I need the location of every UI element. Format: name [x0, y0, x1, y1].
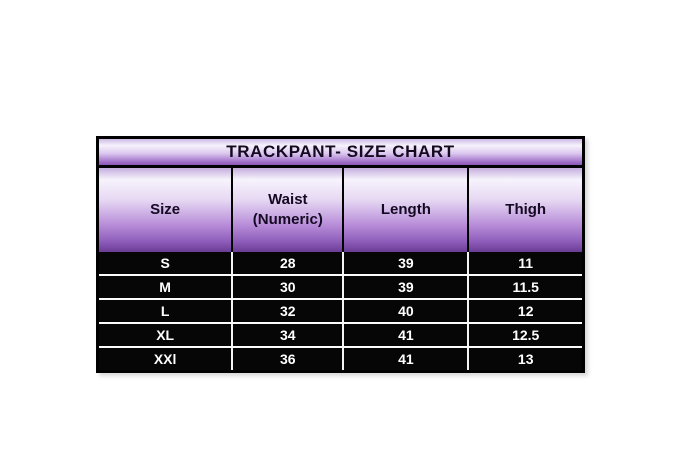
- column-header-size: Size: [99, 168, 234, 252]
- cell-waist: 36: [233, 348, 345, 370]
- cell-length: 41: [344, 348, 470, 370]
- cell-size: XL: [99, 324, 234, 346]
- table-row-m: M 30 39 11.5: [99, 276, 582, 300]
- cell-thigh: 11.5: [512, 279, 539, 295]
- cell-size: S: [99, 252, 234, 274]
- cell-thigh: 13: [517, 351, 534, 367]
- cell-waist: 32: [233, 300, 345, 322]
- table-row-s: S 28 39 11: [99, 252, 582, 276]
- cell-thigh: 11: [518, 255, 534, 271]
- column-header-length: Length: [344, 168, 470, 252]
- cell-waist: 30: [233, 276, 345, 298]
- table-body: S 28 39 11 M 30 39 11.5 L 32 40 12 XL 34…: [99, 252, 582, 370]
- size-chart-table: TRACKPANT- SIZE CHART Size Waist (Numeri…: [96, 136, 585, 373]
- table-title: TRACKPANT- SIZE CHART: [99, 139, 582, 168]
- cell-thigh: 12: [517, 303, 534, 319]
- cell-length: 40: [344, 300, 470, 322]
- cell-length: 41: [344, 324, 470, 346]
- table-row-xxl: XXl 36 41 13: [99, 348, 582, 370]
- table-row-xl: XL 34 41 12.5: [99, 324, 582, 348]
- cell-length: 39: [344, 252, 470, 274]
- cell-length: 39: [344, 276, 470, 298]
- table-header-row: Size Waist (Numeric) Length Thigh: [99, 168, 582, 252]
- column-header-waist: Waist (Numeric): [233, 168, 345, 252]
- column-header-thigh: Thigh: [469, 168, 582, 252]
- cell-waist: 34: [233, 324, 345, 346]
- table-row-l: L 32 40 12: [99, 300, 582, 324]
- cell-size: M: [99, 276, 234, 298]
- cell-size: XXl: [99, 348, 234, 370]
- cell-waist: 28: [233, 252, 345, 274]
- cell-thigh: 12.5: [512, 327, 540, 343]
- cell-size: L: [99, 300, 234, 322]
